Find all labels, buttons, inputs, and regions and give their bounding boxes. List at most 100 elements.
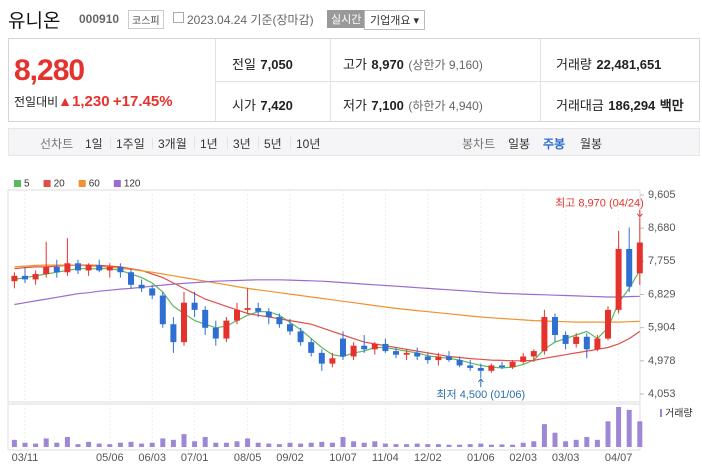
candle-tab[interactable]: 주봉 [543, 137, 566, 151]
candle-tab[interactable]: 월봉 [580, 137, 603, 151]
volume-bar [531, 441, 537, 447]
volume-bar [393, 444, 399, 447]
volume-bar [11, 439, 17, 447]
tab-bar [8, 128, 700, 156]
x-tick-label: 05/06 [96, 452, 124, 464]
volume-bar [107, 444, 113, 447]
volume-bar [170, 439, 176, 447]
candle-body [96, 265, 103, 271]
legend-label: 20 [54, 179, 66, 190]
divider [540, 39, 541, 121]
candle-body [382, 343, 389, 352]
period-tab[interactable]: 5년 [264, 137, 282, 151]
x-tick-label: 12/02 [414, 452, 442, 464]
date-line: 2023.04.24 기준(장마감) [187, 11, 314, 28]
candle-body [552, 317, 558, 335]
stat-item: 거래량 22,481,651 [556, 54, 661, 74]
stock-code: 000910 [79, 12, 120, 26]
candle-body [159, 295, 166, 325]
x-tick-label: 03/03 [552, 452, 580, 464]
volume-bar [626, 409, 632, 447]
company-info-label: 기업개요 [370, 15, 411, 27]
volume-legend-icon [660, 409, 662, 417]
tab-divider [194, 137, 195, 149]
volume-bar [446, 444, 452, 447]
candle-body [340, 338, 346, 357]
x-tick-label: 09/02 [276, 452, 304, 464]
ma-line [14, 279, 640, 306]
change-label: 전일대비 [14, 95, 59, 109]
stat-value: 7,420 [260, 98, 293, 113]
change: 1,230 [72, 93, 110, 110]
x-tick-label: 10/07 [329, 452, 357, 464]
stat-item: 저가 7,100 (하한가 4,940) [343, 95, 483, 115]
period-tab[interactable]: 3년 [233, 137, 251, 151]
volume-bar [160, 438, 166, 447]
volume-bar [382, 443, 388, 447]
period-tab[interactable]: 1년 [200, 137, 218, 151]
candle-tab[interactable]: 일봉 [508, 137, 531, 151]
candle-body [467, 365, 474, 368]
volume-bar [22, 442, 28, 447]
realtime-button[interactable]: 실시간 [327, 10, 366, 28]
period-tab[interactable]: 1일 [85, 137, 103, 151]
candle-body [573, 336, 580, 344]
volume-bar [372, 441, 378, 447]
stat-label: 고가 [343, 57, 367, 72]
volume-bar [192, 441, 198, 447]
candle-body [435, 356, 442, 361]
ma-line [14, 264, 641, 362]
volume-bar [96, 443, 102, 447]
x-tick-label: 06/03 [138, 452, 166, 464]
candle-body [191, 302, 198, 310]
volume-bar [298, 443, 304, 447]
tab-divider [152, 137, 153, 149]
stat-item: 시가 7,420 [232, 95, 293, 115]
candle-chart-label: 봉차트 [462, 137, 496, 151]
candle-body [64, 263, 71, 273]
candle-body [75, 263, 81, 271]
volume-bar [425, 444, 431, 447]
volume-bar [488, 444, 494, 447]
volume-bar [181, 434, 187, 447]
company-info-button[interactable]: 기업개요 ▾ [364, 10, 426, 30]
volume-bar [117, 442, 123, 447]
volume-bar [414, 443, 420, 447]
volume-bar [435, 444, 441, 447]
period-tab[interactable]: 3개월 [158, 137, 187, 151]
stat-value: 7,050 [260, 57, 293, 72]
candle-body [509, 361, 516, 368]
candle-body [53, 266, 60, 273]
candle-body [287, 324, 293, 332]
candle-body [499, 365, 505, 368]
annotation: 최저 4,500 (01/06) [436, 388, 525, 401]
candle-body [43, 266, 50, 275]
divider [215, 39, 216, 121]
legend-label: 5 [24, 179, 30, 190]
volume-bar [616, 407, 622, 447]
volume-bar [319, 441, 325, 447]
quote-box [8, 38, 700, 122]
candle-body [477, 367, 484, 371]
candle-body [106, 266, 113, 271]
volume-bar [223, 442, 229, 447]
calendar-icon [173, 12, 184, 23]
candle-body [276, 317, 283, 325]
candle-body [85, 265, 92, 271]
candle-body [265, 311, 272, 318]
change-pct: +17.45% [112, 93, 173, 110]
period-tab[interactable]: 1주일 [116, 137, 145, 151]
stat-item: 거래대금 186,294 백만 [556, 95, 684, 115]
legend-label: 120 [124, 179, 141, 190]
stat-unit: 백만 [659, 98, 684, 113]
divider [330, 39, 331, 121]
volume-bar [139, 443, 145, 447]
candle-body [244, 308, 251, 310]
price: 8,280 [14, 54, 85, 87]
candle-body [329, 358, 336, 364]
volume-bar [308, 442, 314, 447]
period-tab[interactable]: 10년 [296, 137, 321, 151]
volume-bar [563, 441, 569, 447]
x-tick-label: 01/06 [467, 452, 495, 464]
volume-bar [329, 442, 335, 447]
